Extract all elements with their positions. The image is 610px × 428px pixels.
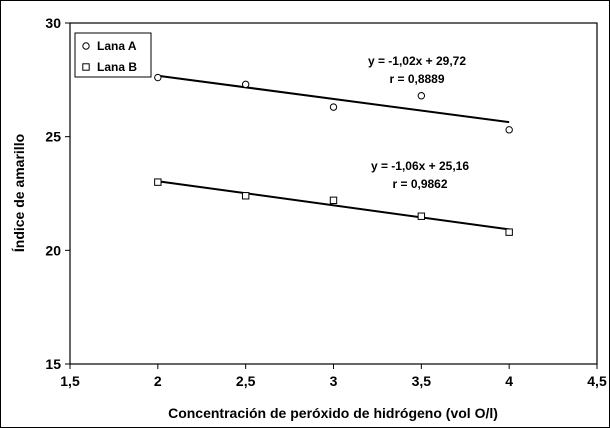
data-point-lana-b	[154, 178, 162, 186]
equation-label-lana-b: y = -1,06x + 25,16	[371, 159, 469, 173]
x-axis: 1,5 2 2,5 3 3,5 4 4,5	[60, 364, 607, 389]
data-point-lana-a	[241, 80, 250, 89]
trendlines	[157, 74, 510, 231]
legend-label-lana-b: Lana B	[97, 60, 137, 74]
data-point-lana-b	[241, 192, 250, 200]
data-point-lana-a	[417, 92, 426, 100]
y-tick-label: 15	[45, 356, 61, 372]
data-point-lana-b	[505, 228, 513, 236]
x-axis-title: Concentración de peróxido de hidrógeno (…	[168, 405, 498, 421]
data-points	[154, 73, 513, 236]
data-point-lana-a	[154, 73, 162, 82]
data-point-lana-b	[417, 212, 426, 220]
x-tick-label: 4,5	[587, 373, 607, 389]
x-tick-label: 2,5	[236, 373, 256, 389]
equation-label-lana-a: y = -1,02x + 29,72	[368, 54, 466, 68]
trendline-lana-b	[157, 180, 510, 231]
legend-label-lana-a: Lana A	[97, 39, 137, 53]
legend-marker-lana-b	[82, 63, 90, 71]
r-label-lana-b: r = 0,9862	[392, 177, 447, 191]
y-tick-label: 30	[45, 15, 61, 31]
y-axis: 15 20 25 30	[45, 15, 70, 372]
legend-marker-lana-a	[82, 42, 90, 50]
x-tick-label: 2	[154, 373, 162, 389]
trendline-lana-a	[157, 74, 510, 124]
r-label-lana-a: r = 0,8889	[389, 72, 444, 86]
x-tick-label: 3,5	[412, 373, 432, 389]
y-tick-label: 20	[45, 242, 61, 258]
y-tick-label: 25	[45, 129, 61, 145]
legend: Lana A Lana B	[74, 32, 152, 78]
data-point-lana-a	[329, 103, 338, 111]
data-point-lana-a	[505, 126, 513, 134]
y-axis-title: Índice de amarillo	[11, 134, 27, 252]
data-point-lana-b	[329, 196, 338, 205]
x-tick-label: 3	[330, 373, 338, 389]
x-tick-label: 4	[505, 373, 513, 389]
x-tick-label: 1,5	[60, 373, 80, 389]
